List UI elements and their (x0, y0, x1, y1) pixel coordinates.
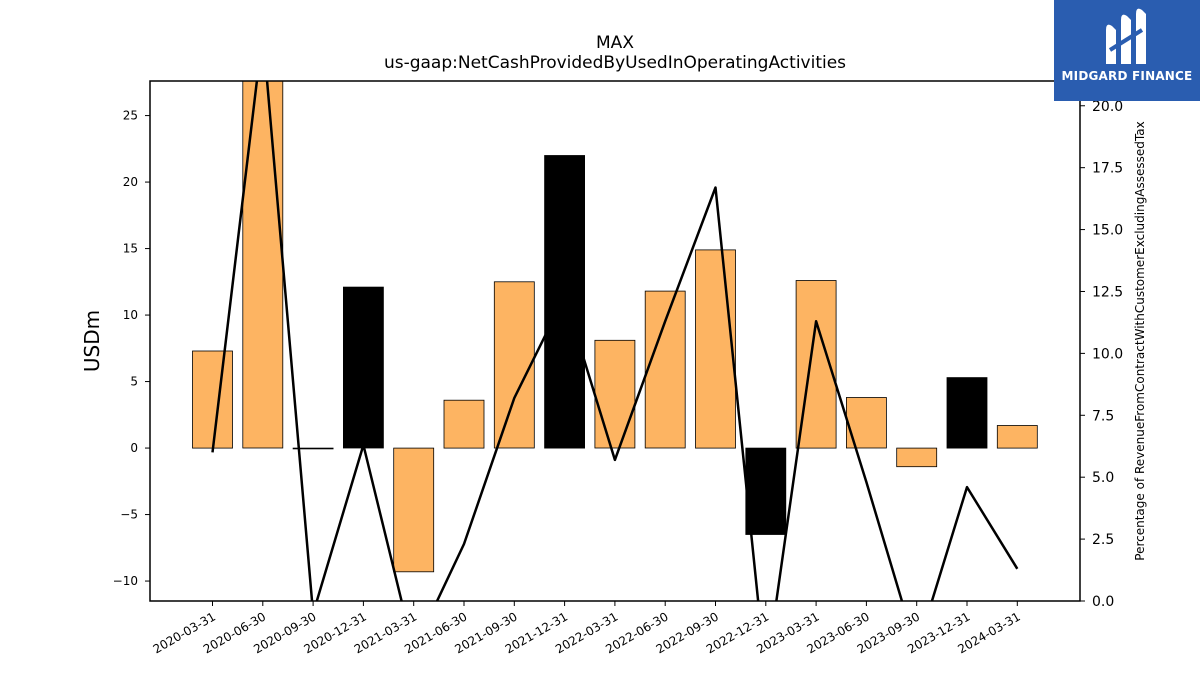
y2-tick-label: 7.5 (1092, 408, 1114, 424)
bar-2020-09-30 (292, 447, 334, 450)
y-tick-label: 25 (123, 109, 138, 123)
bar-2023-12-31 (946, 377, 988, 449)
bar-2021-12-31 (544, 155, 585, 449)
y-tick-label: 0 (130, 441, 138, 455)
y-tick-label: 15 (123, 242, 138, 256)
bar-group (192, 81, 1038, 573)
y-axis-right: 0.0 2.5 5.0 7.5 10.0 12.5 15.0 17.5 20.0 (1080, 99, 1123, 610)
y-tick-label: 20 (123, 175, 138, 189)
bar-2020-06-30 (242, 81, 284, 449)
bar-2022-12-31 (745, 447, 787, 535)
y2-tick-label: 2.5 (1092, 532, 1114, 548)
y-tick-label: −5 (120, 508, 138, 522)
bar-2021-06-30 (443, 399, 485, 449)
bar-2022-06-30 (644, 290, 686, 449)
x-axis: 2020-03-312020-06-302020-09-302020-12-31… (151, 601, 1023, 656)
y-tick-label: 5 (130, 375, 138, 389)
bar-2022-03-31 (594, 339, 636, 449)
bar-2021-09-30 (493, 281, 535, 449)
y2-tick-label: 5.0 (1092, 470, 1114, 486)
chart-subtitle: us-gaap:NetCashProvidedByUsedInOperating… (384, 53, 846, 73)
y-axis-label: USDm (80, 310, 104, 372)
y-tick-label: −10 (113, 574, 138, 588)
bar-2020-12-31 (342, 286, 384, 449)
line-series-path (211, 81, 1019, 601)
bar-2020-03-31 (192, 350, 233, 449)
midgard-logo-icon (1106, 8, 1146, 65)
y2-axis-label: Percentage of RevenueFromContractWithCus… (1133, 121, 1147, 560)
line-series (211, 81, 1019, 601)
y2-tick-label: 15.0 (1092, 223, 1123, 239)
bar-2022-09-30 (695, 249, 736, 449)
y2-tick-label: 0.0 (1092, 594, 1114, 610)
brand-logo: MIDGARD FINANCE (1054, 0, 1200, 101)
y2-tick-label: 12.5 (1092, 284, 1123, 300)
chart-title: MAX (596, 33, 634, 53)
bar-2024-03-31 (996, 425, 1038, 449)
y2-tick-label: 10.0 (1092, 346, 1123, 362)
y2-tick-label: 17.5 (1092, 161, 1123, 177)
bar-2021-03-31 (393, 447, 435, 573)
brand-logo-text: MIDGARD FINANCE (1061, 69, 1193, 83)
y-tick-label: 10 (123, 308, 138, 322)
y-axis-left: −10 −5 0 5 10 15 20 25 (113, 109, 150, 588)
y2-tick-label: 20.0 (1092, 99, 1123, 115)
bar-2023-09-30 (896, 447, 938, 468)
